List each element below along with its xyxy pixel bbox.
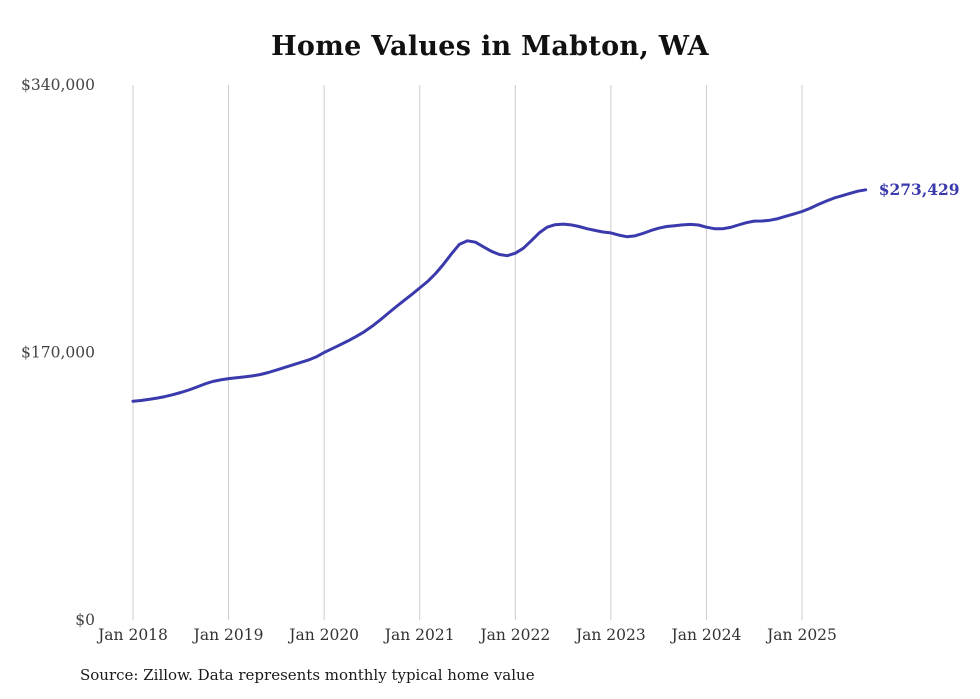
source-note: Source: Zillow. Data represents monthly … — [80, 666, 535, 684]
home-value-line — [131, 188, 868, 403]
x-tick-label: Jan 2022 — [478, 626, 550, 644]
x-tick-label: Jan 2023 — [574, 626, 646, 644]
x-tick-label: Jan 2021 — [383, 626, 455, 644]
x-tick-label: Jan 2025 — [765, 626, 837, 644]
chart-title: Home Values in Mabton, WA — [271, 31, 709, 62]
y-tick-label: $340,000 — [21, 76, 95, 94]
x-tick-label: Jan 2024 — [670, 626, 742, 644]
x-tick-label: Jan 2020 — [287, 626, 359, 644]
x-tick-label: Jan 2018 — [96, 626, 168, 644]
y-tick-label: $170,000 — [21, 344, 95, 362]
x-tick-label: Jan 2019 — [192, 626, 264, 644]
end-value-label: $273,429 — [879, 180, 960, 199]
y-tick-label: $0 — [75, 611, 95, 629]
